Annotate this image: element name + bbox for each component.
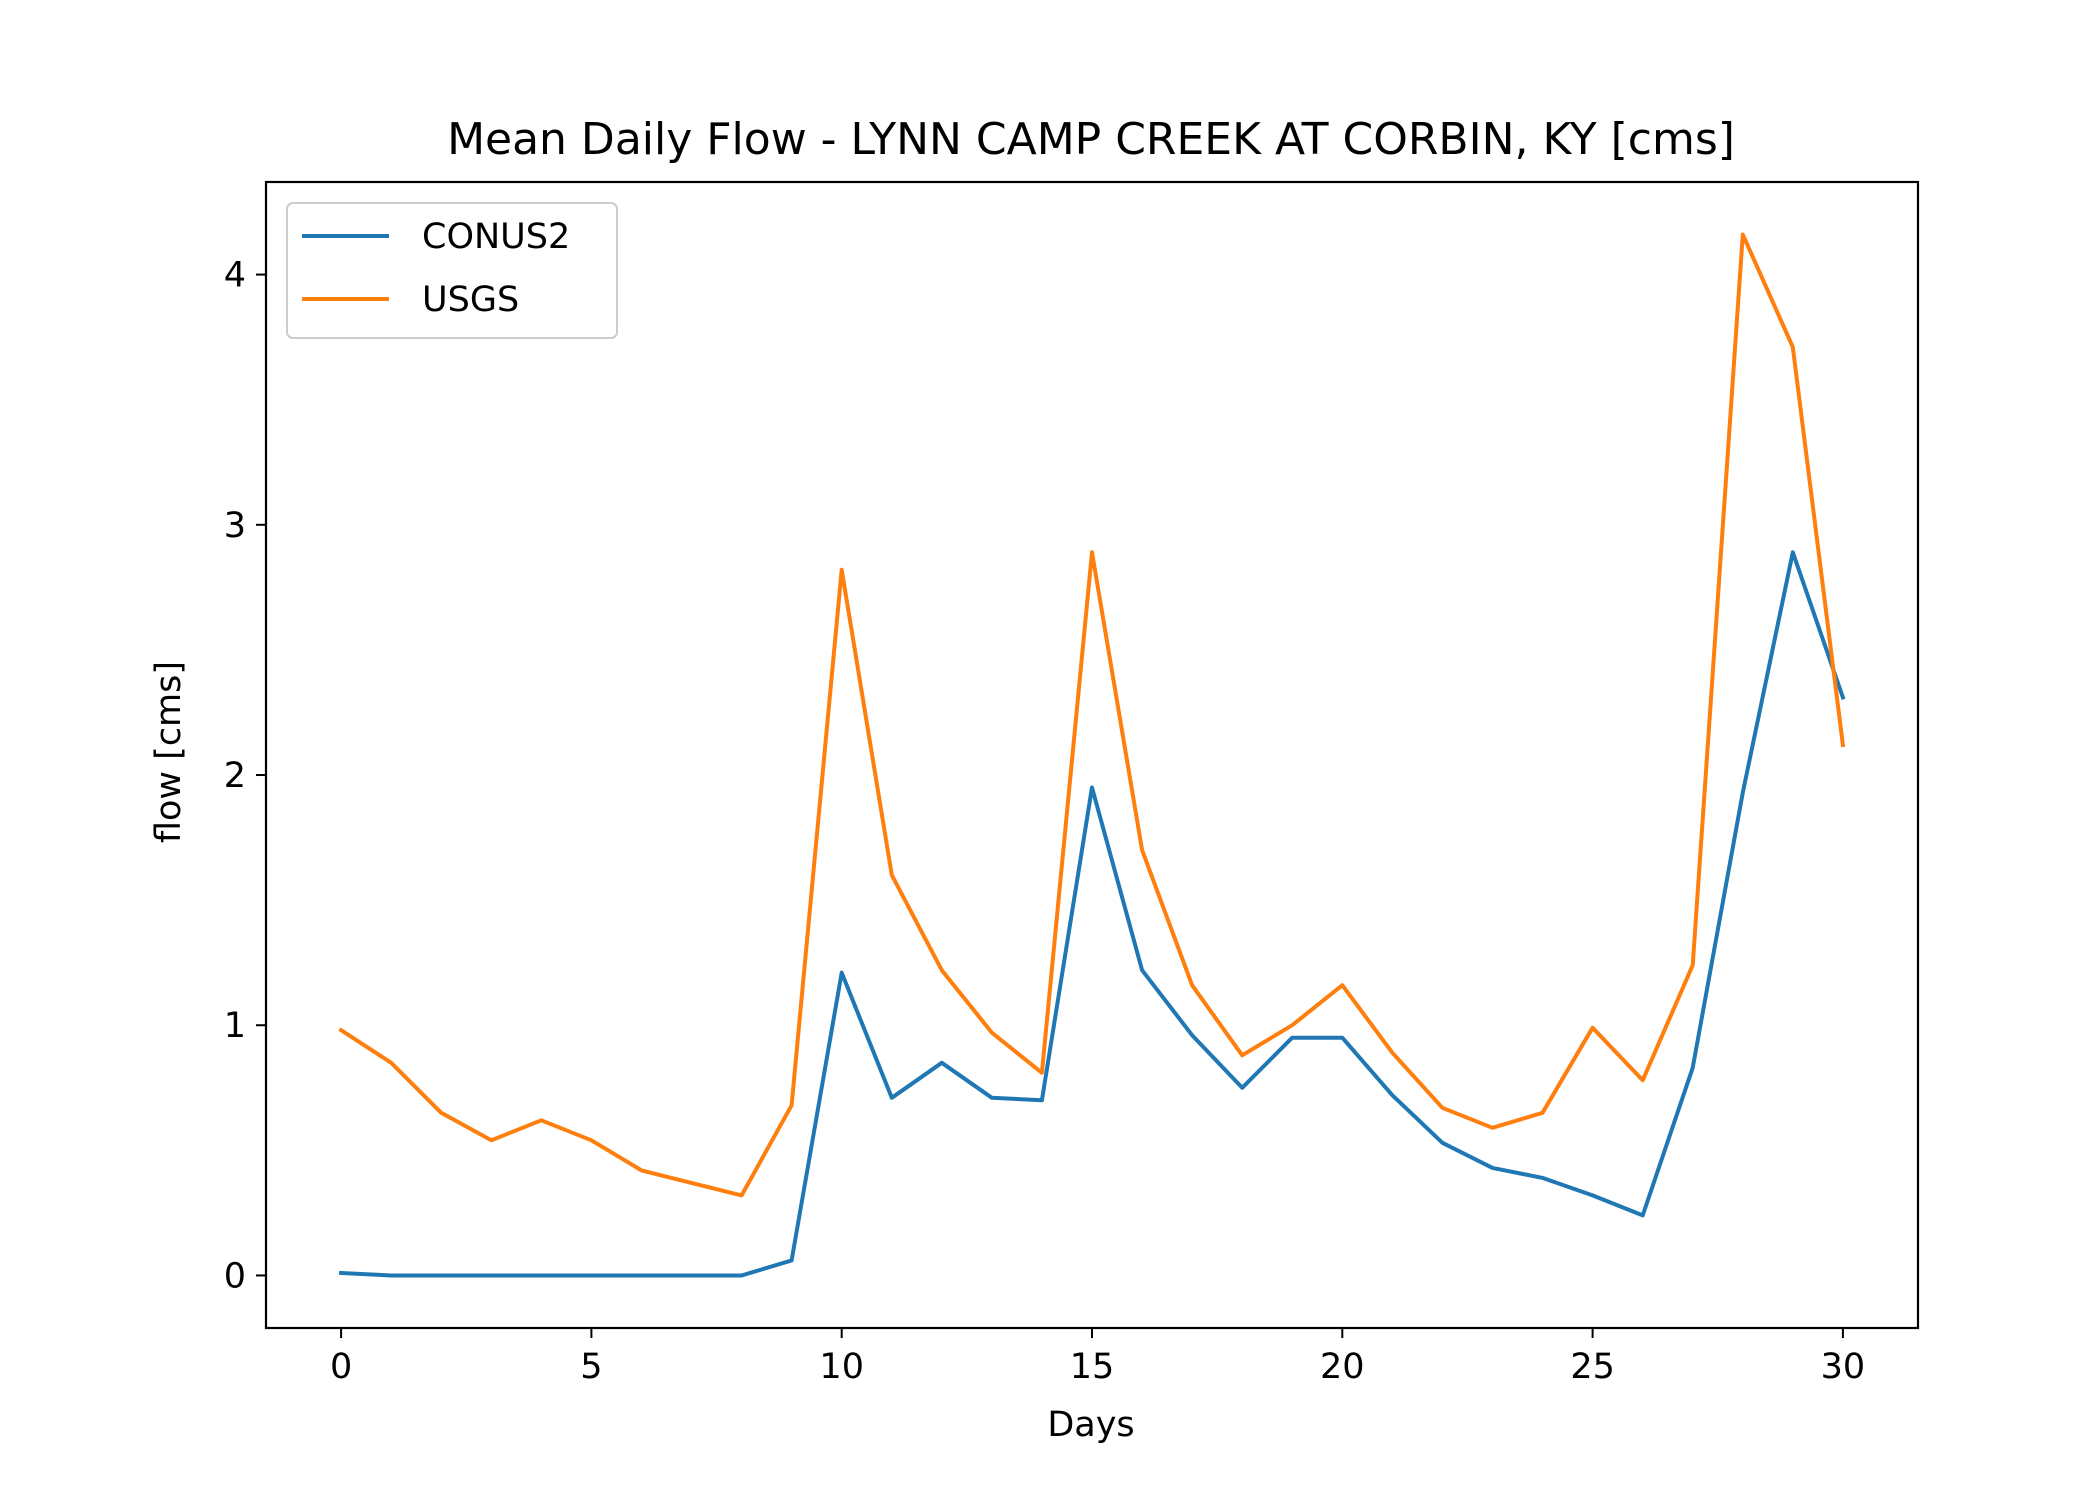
y-tick-label: 4 xyxy=(224,256,246,296)
y-tick-label: 1 xyxy=(224,1006,246,1046)
y-tick-label: 0 xyxy=(224,1256,246,1296)
x-tick-label: 10 xyxy=(819,1347,864,1387)
legend-label-conus2: CONUS2 xyxy=(422,217,570,257)
chart-title: Mean Daily Flow - LYNN CAMP CREEK AT COR… xyxy=(447,114,1735,165)
x-tick-label: 5 xyxy=(580,1347,602,1387)
x-axis-label: Days xyxy=(1047,1405,1134,1445)
series-line-conus2 xyxy=(339,550,1846,1278)
y-tick-label: 2 xyxy=(224,756,246,796)
series-line-usgs xyxy=(338,232,1846,1198)
y-axis-label: flow [cms] xyxy=(149,661,189,843)
plot-area: 0 5 10 15 20 25 30 0 1 2 3 4 CONUS2 USGS xyxy=(224,180,1920,1387)
x-tick-label: 25 xyxy=(1570,1347,1615,1387)
x-tick-label: 30 xyxy=(1821,1347,1866,1387)
y-tick-label: 3 xyxy=(224,506,246,546)
x-tick-label: 0 xyxy=(330,1347,352,1387)
x-tick-label: 20 xyxy=(1320,1347,1365,1387)
legend-label-usgs: USGS xyxy=(422,280,519,320)
x-tick-label: 15 xyxy=(1070,1347,1115,1387)
